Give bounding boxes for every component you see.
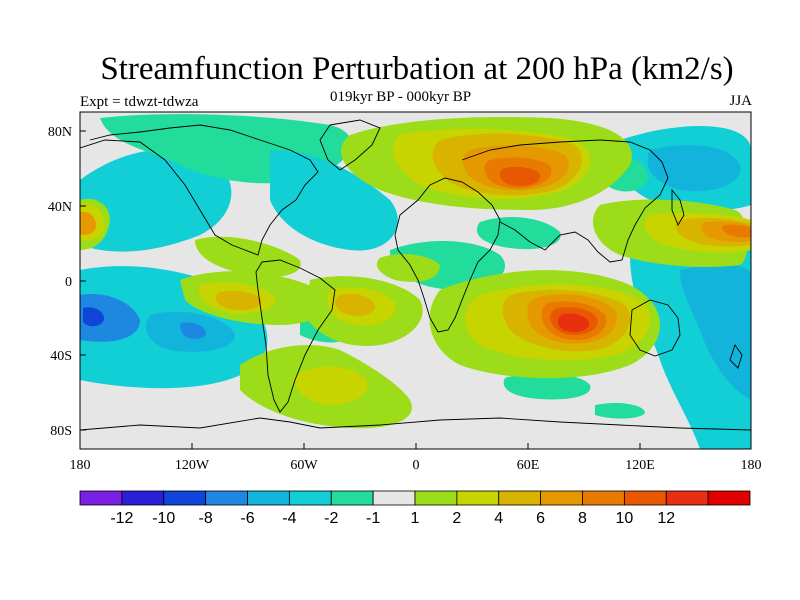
- colorbar-box: [330, 490, 374, 506]
- colorbar-box: [205, 490, 248, 506]
- lat-label-80n: 80N: [48, 125, 72, 140]
- coastline-australia: [629, 299, 681, 357]
- coastline-new-zealand: [729, 344, 743, 369]
- contour-orange-east-pacific-west: [80, 211, 97, 235]
- contour-orange-east-pacific: [215, 290, 262, 310]
- lat-label-40n: 40N: [48, 200, 72, 215]
- contour-red-arctic: [500, 166, 541, 186]
- contour-blue-tropical-pacific: [680, 264, 751, 400]
- colorbar-label: 12: [657, 510, 675, 527]
- contour-cyan-atlantic: [270, 150, 398, 251]
- colorbar: -12 -10 -8 -6 -4 -2 -1 1 2 4 6 8 10 12: [79, 490, 751, 527]
- season-label: JJA: [729, 93, 752, 109]
- latitude-axis: 80N 40N 0 40S 80S: [48, 125, 86, 439]
- colorbar-box: [247, 490, 290, 506]
- contour-blue-north-pacific: [647, 145, 741, 192]
- chart-title: Streamfunction Perturbation at 200 hPa (…: [100, 51, 734, 87]
- coastline-europe-africa: [394, 177, 501, 333]
- colorbar-box: [414, 490, 458, 506]
- colorbar-label: -10: [152, 510, 175, 527]
- coastline-antarctica: [80, 417, 751, 431]
- colorbar-label: 4: [494, 510, 503, 527]
- contour-darkblue-south-pacific: [83, 307, 105, 327]
- lon-label-60w: 60W: [290, 458, 318, 473]
- colorbar-box: [79, 490, 123, 506]
- colorbar-label: 6: [536, 510, 545, 527]
- colorbar-label: -2: [324, 510, 338, 527]
- lat-label-80s: 80S: [50, 424, 72, 439]
- contour-green-western-us: [195, 236, 301, 277]
- colorbar-label: -8: [199, 510, 213, 527]
- coastline-japan: [671, 188, 685, 227]
- lon-label-120e: 120E: [625, 458, 655, 473]
- colorbar-box: [582, 490, 625, 506]
- contour-cyan-southern-ocean: [503, 373, 591, 400]
- lon-label-180w: 180: [70, 458, 91, 473]
- colorbar-label: 1: [411, 510, 420, 527]
- colorbar-box: [665, 490, 709, 506]
- colorbar-box: [121, 490, 165, 506]
- contour-cyan-southern-ocean-2: [595, 402, 645, 419]
- contour-field: [80, 112, 751, 449]
- colorbar-box: [498, 490, 542, 506]
- colorbar-label: -12: [110, 510, 133, 527]
- colorbar-box: [707, 490, 751, 506]
- contour-darkblue-south-pacific-2: [180, 322, 206, 340]
- colorbar-label: -6: [240, 510, 254, 527]
- colorbar-label: -1: [366, 510, 380, 527]
- colorbar-label: 8: [578, 510, 587, 527]
- contour-deepred-indian: [558, 313, 590, 332]
- lon-label-60e: 60E: [517, 458, 540, 473]
- experiment-label: Expt = tdwzt-tdwza: [80, 94, 199, 110]
- chart-subtitle: 019kyr BP - 000kyr BP: [330, 89, 472, 105]
- coastline-south-america: [255, 259, 336, 413]
- longitude-axis: 180 120W 60W 0 60E 120E 180: [70, 443, 762, 473]
- lon-label-120w: 120W: [175, 458, 210, 473]
- coastlines: [80, 119, 751, 431]
- colorbar-box: [288, 490, 332, 506]
- coastline-north-america: [80, 124, 319, 256]
- colorbar-label: -4: [282, 510, 296, 527]
- colorbar-label: 10: [615, 510, 633, 527]
- lon-label-180e: 180: [741, 458, 762, 473]
- contour-yellow-south-america: [294, 366, 368, 405]
- contour-orange-south-atlantic: [335, 293, 375, 316]
- colorbar-box: [372, 490, 416, 506]
- colorbar-box: [540, 490, 583, 506]
- colorbar-box: [163, 490, 207, 506]
- coastline-eurasia: [461, 139, 669, 263]
- contour-cyan-north-pacific: [80, 149, 232, 252]
- coastline-greenland: [319, 119, 381, 171]
- lat-label-40s: 40S: [50, 349, 72, 364]
- colorbar-label: 2: [452, 510, 461, 527]
- contour-green-africa: [376, 254, 440, 282]
- contour-blue-south-pacific: [80, 294, 140, 342]
- contour-red-orange-west-pacific: [722, 224, 751, 238]
- lat-label-0: 0: [65, 275, 72, 290]
- lon-label-0: 0: [413, 458, 420, 473]
- colorbar-box: [623, 490, 667, 506]
- colorbar-box: [456, 490, 500, 506]
